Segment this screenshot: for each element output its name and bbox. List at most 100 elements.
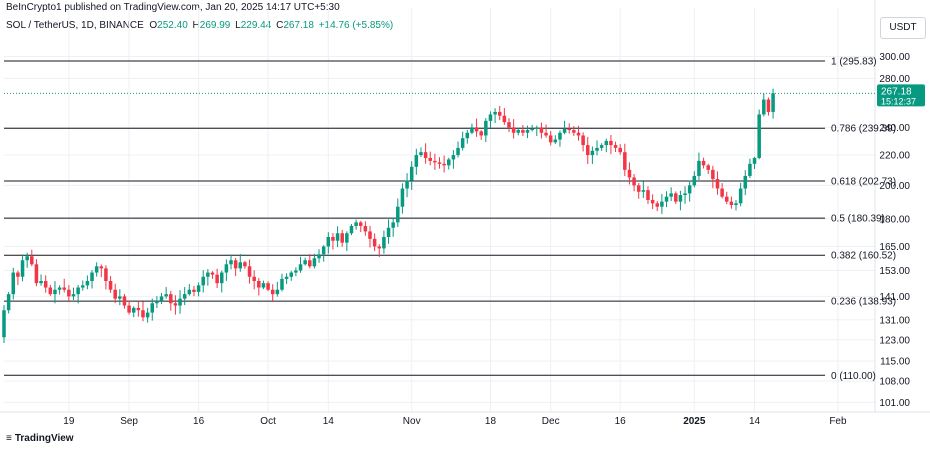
candle-body [715,179,720,189]
candle-body [386,227,391,237]
candle-body [71,294,76,297]
candle-body [683,193,687,196]
candle-body [632,177,636,186]
y-tick-label: 131.00 [879,315,910,326]
candle-body [150,303,155,313]
candle-body [326,236,331,247]
candle-body [748,163,752,176]
candle-body [743,175,748,189]
candle-body [34,264,39,284]
y-tick-label: 200.00 [879,181,910,192]
candle-body [187,289,192,295]
candle-body [178,298,182,306]
candle-body [345,233,349,243]
candle-body [460,138,465,148]
candle-body [558,132,562,140]
candle-body [340,233,344,243]
candle-body [507,122,511,128]
candle-body [400,188,405,207]
candle-body [122,296,127,306]
candle-body [363,225,368,232]
candle-body [2,310,6,338]
last-price-badge [877,84,925,107]
currency-button[interactable]: USDT [880,17,926,39]
candle-body [358,222,363,226]
x-tick-label: 2025 [683,416,706,427]
candle-body [525,130,530,133]
candle-body [6,294,11,311]
candle-body [613,145,618,148]
candle-body [39,281,43,284]
tradingview-logo: ≡ TradingView [6,433,74,444]
candle-body [687,185,692,194]
candle-body [511,127,516,133]
candle-body [206,272,210,277]
candle-body [173,303,178,306]
candle-body [391,222,395,228]
y-tick-label: 280.00 [879,74,910,85]
candle-body [43,281,48,288]
candle-body [238,262,243,269]
x-tick-label: Dec [542,416,560,427]
y-tick-label: 141.00 [879,292,910,303]
candle-body [493,111,497,115]
fib-level-label: 1 (295.83) [831,56,877,67]
y-tick-label: 108.00 [879,377,910,388]
candle-body [261,283,266,288]
x-tick-label: 14 [749,416,761,427]
candle-body [465,132,470,139]
x-tick-label: Feb [829,416,847,427]
candle-body [664,196,669,202]
fib-level-label: 0.236 (138.93) [831,297,896,308]
tradingview-logo-icon: ≡ [6,433,12,444]
candle-body [76,287,80,295]
candle-body [349,225,354,234]
symbol-legend: SOL / TetherUS, 1D, BINANCE O252.40 H269… [6,20,395,31]
candle-body [331,236,335,241]
x-tick-label: 19 [63,416,75,427]
fib-level-label: 0.5 (180.39) [831,214,885,225]
candle-body [423,152,428,158]
x-tick-label: Nov [403,416,421,427]
candle-body [706,165,710,170]
open-label: O [149,20,158,31]
candle-body [317,254,321,259]
candle-body [354,222,358,226]
candle-body [247,266,252,277]
candle-body [141,310,145,318]
x-tick-label: Oct [260,416,276,427]
candle-body [623,152,627,170]
candle-body [669,193,673,197]
candle-body [266,283,270,290]
candle-body [210,272,215,275]
candle-body [136,307,141,311]
publisher-line: BeInCrypto1 published on TradingView.com… [6,2,340,13]
candle-body [409,166,414,181]
candle-body [20,260,25,277]
candle-body [766,99,771,112]
candle-body [257,281,261,288]
x-tick-label: 18 [485,416,497,427]
candle-body [544,132,548,136]
candle-body [433,160,437,163]
candle-body [182,294,187,299]
candle-body [442,163,446,166]
candle-body [479,131,483,136]
candle-body [145,312,150,318]
candle-body [729,201,734,206]
candle-body [131,307,136,313]
candle-body [595,147,599,151]
candle-body [270,289,275,295]
candle-body [414,155,419,167]
candle-body [627,169,632,178]
candle-body [312,258,317,267]
candle-body [609,140,613,146]
y-tick-label: 123.00 [879,335,910,346]
brand-name: TradingView [14,433,74,444]
candle-body [697,160,701,176]
candle-body [192,289,196,292]
candle-body [215,274,219,284]
candle-body [771,93,775,112]
y-tick-label: 101.00 [879,398,910,409]
